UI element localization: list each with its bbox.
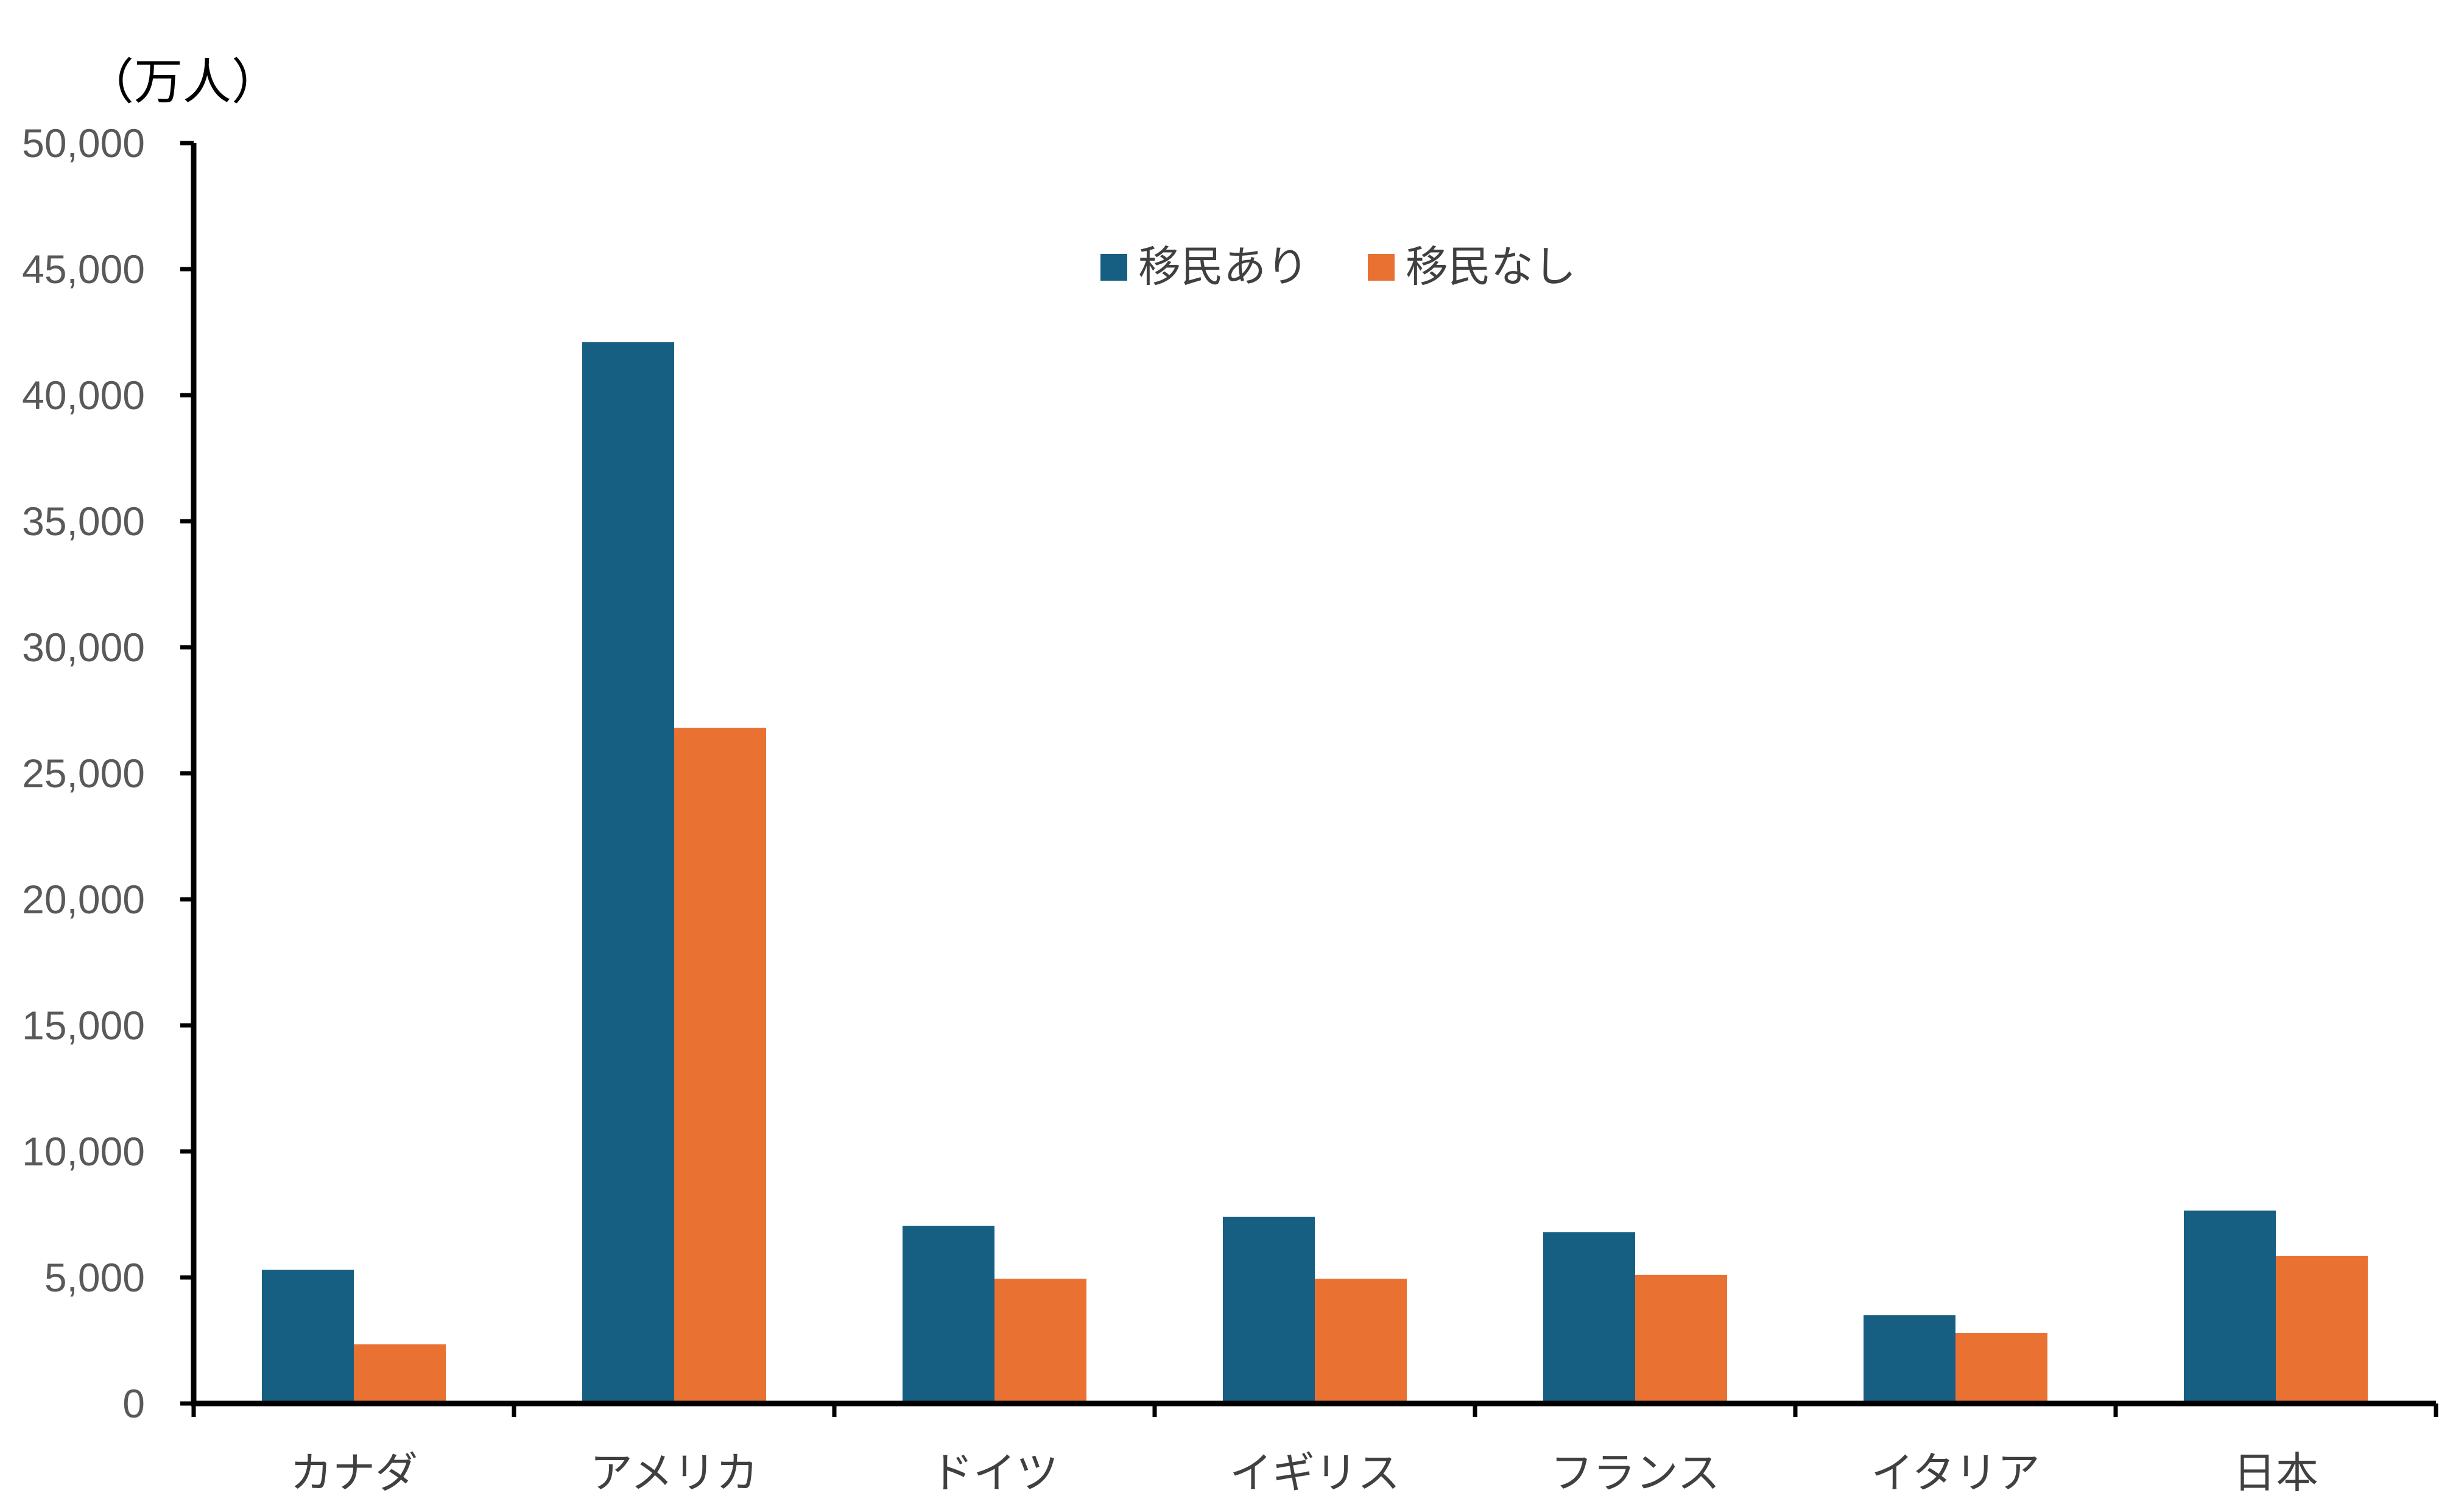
bar	[2276, 1256, 2368, 1403]
y-tick-label: 20,000	[22, 877, 145, 922]
x-tick-label: 日本	[2233, 1448, 2318, 1498]
bar	[582, 342, 674, 1403]
bar	[674, 728, 766, 1403]
y-tick-label: 0	[122, 1381, 145, 1426]
bar	[1864, 1315, 1955, 1403]
y-tick-label: 10,000	[22, 1129, 145, 1174]
y-tick-label: 45,000	[22, 247, 145, 292]
y-tick-label: 15,000	[22, 1003, 145, 1048]
unit-label: （万人）	[85, 54, 280, 110]
bar	[1315, 1279, 1407, 1403]
x-tick-label: アメリカ	[590, 1448, 759, 1498]
bar	[354, 1344, 446, 1403]
x-axis-ticks: カナダ アメリカ ドイツ イギリス フランス イタリア 日本	[191, 1403, 2438, 1498]
y-tick-label: 50,000	[22, 121, 145, 166]
bar	[1223, 1217, 1315, 1403]
bar	[1543, 1232, 1635, 1403]
bar	[262, 1270, 354, 1403]
x-tick-label: イギリス	[1230, 1448, 1400, 1498]
legend-swatch	[1368, 254, 1395, 281]
bar	[2184, 1210, 2276, 1403]
bars	[262, 342, 2368, 1403]
legend-swatch	[1100, 254, 1127, 281]
y-tick-label: 35,000	[22, 499, 145, 544]
legend: 移民あり 移民なし	[1100, 242, 1576, 292]
bar	[1955, 1333, 2047, 1403]
legend-label: 移民なし	[1406, 242, 1576, 292]
y-tick-label: 5,000	[44, 1255, 145, 1300]
y-tick-label: 25,000	[22, 751, 145, 796]
x-tick-label: イタリア	[1871, 1448, 2040, 1498]
x-tick-label: フランス	[1551, 1448, 1720, 1498]
bar	[903, 1226, 994, 1403]
y-tick-label: 40,000	[22, 373, 145, 418]
x-tick-label: ドイツ	[931, 1448, 1058, 1498]
bar	[1635, 1274, 1727, 1403]
y-tick-label: 30,000	[22, 625, 145, 670]
bar	[994, 1279, 1086, 1403]
x-tick-label: カナダ	[290, 1448, 418, 1498]
legend-label: 移民あり	[1138, 242, 1309, 292]
y-axis-ticks: 0 5,000 10,000 15,000 20,000 25,000 30,000 35,0…	[22, 121, 194, 1426]
